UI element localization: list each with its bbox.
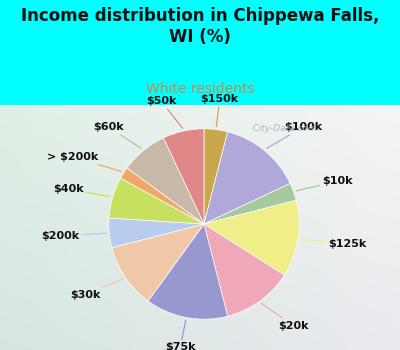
- Wedge shape: [204, 200, 299, 275]
- Wedge shape: [148, 224, 228, 319]
- Text: $125k: $125k: [301, 239, 366, 248]
- Wedge shape: [120, 168, 204, 224]
- Wedge shape: [112, 224, 204, 301]
- Text: White residents: White residents: [146, 82, 254, 96]
- Wedge shape: [109, 178, 204, 224]
- Text: $60k: $60k: [93, 122, 142, 148]
- Wedge shape: [204, 183, 296, 224]
- Text: $200k: $200k: [41, 231, 106, 241]
- Wedge shape: [127, 138, 204, 224]
- Text: $20k: $20k: [262, 303, 308, 331]
- Text: $30k: $30k: [70, 279, 123, 300]
- Text: $100k: $100k: [266, 122, 322, 148]
- Wedge shape: [204, 129, 228, 224]
- Text: > $200k: > $200k: [47, 152, 121, 172]
- Text: City-Data.com: City-Data.com: [247, 124, 316, 133]
- Text: Income distribution in Chippewa Falls,
WI (%): Income distribution in Chippewa Falls, W…: [21, 7, 379, 46]
- Text: $50k: $50k: [146, 96, 183, 128]
- Text: $150k: $150k: [201, 94, 239, 127]
- Text: $40k: $40k: [53, 184, 110, 197]
- Wedge shape: [204, 132, 290, 224]
- Text: $75k: $75k: [165, 320, 196, 350]
- Wedge shape: [109, 218, 204, 248]
- Text: $10k: $10k: [296, 176, 353, 191]
- Wedge shape: [164, 129, 204, 224]
- Wedge shape: [204, 224, 284, 316]
